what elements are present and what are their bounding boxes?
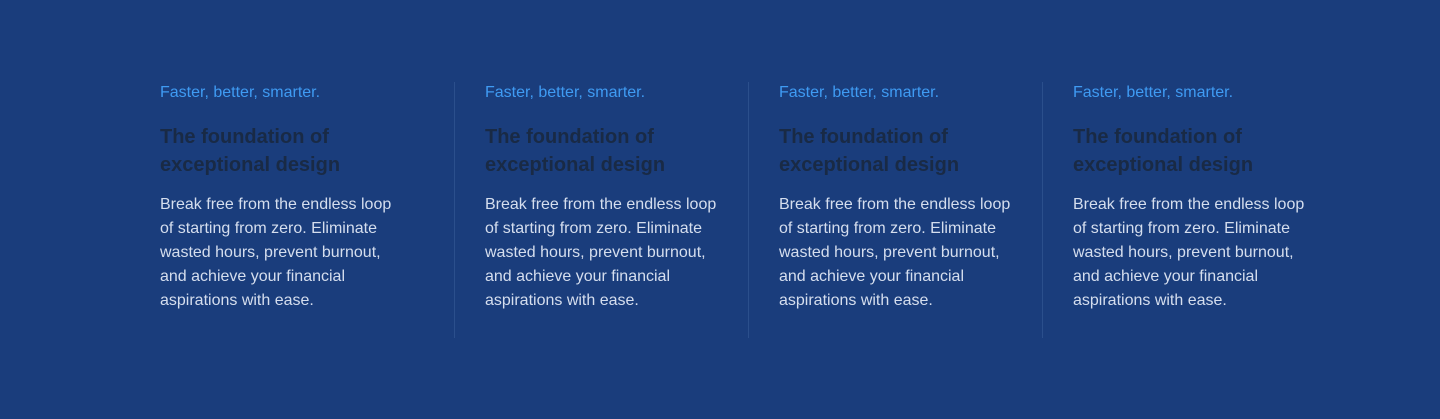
feature-title: The foundation of exceptional design (160, 126, 341, 176)
feature-card-content: Faster, better, smarter. The foundation … (749, 82, 1010, 313)
feature-description: Break free from the endless loop of star… (779, 196, 1011, 309)
feature-description: Break free from the endless loop of star… (485, 196, 717, 309)
feature-description: Break free from the endless loop of star… (160, 196, 392, 309)
feature-card-content: Faster, better, smarter. The foundation … (1043, 82, 1304, 313)
feature-eyebrow: Faster, better, smarter. (160, 84, 321, 101)
feature-title: The foundation of exceptional design (1073, 126, 1254, 176)
feature-card-content: Faster, better, smarter. The foundation … (455, 82, 716, 313)
feature-title: The foundation of exceptional design (485, 126, 666, 176)
feature-card: Faster, better, smarter. The foundation … (1042, 82, 1337, 338)
feature-eyebrow: Faster, better, smarter. (779, 84, 940, 101)
feature-title: The foundation of exceptional design (779, 126, 960, 176)
feature-card: Faster, better, smarter. The foundation … (454, 82, 749, 338)
feature-description: Break free from the endless loop of star… (1073, 196, 1305, 309)
feature-eyebrow: Faster, better, smarter. (485, 84, 646, 101)
feature-card-content: Faster, better, smarter. The foundation … (160, 82, 415, 313)
feature-eyebrow: Faster, better, smarter. (1073, 84, 1234, 101)
feature-card: Faster, better, smarter. The foundation … (748, 82, 1043, 338)
feature-card: Faster, better, smarter. The foundation … (160, 82, 455, 338)
